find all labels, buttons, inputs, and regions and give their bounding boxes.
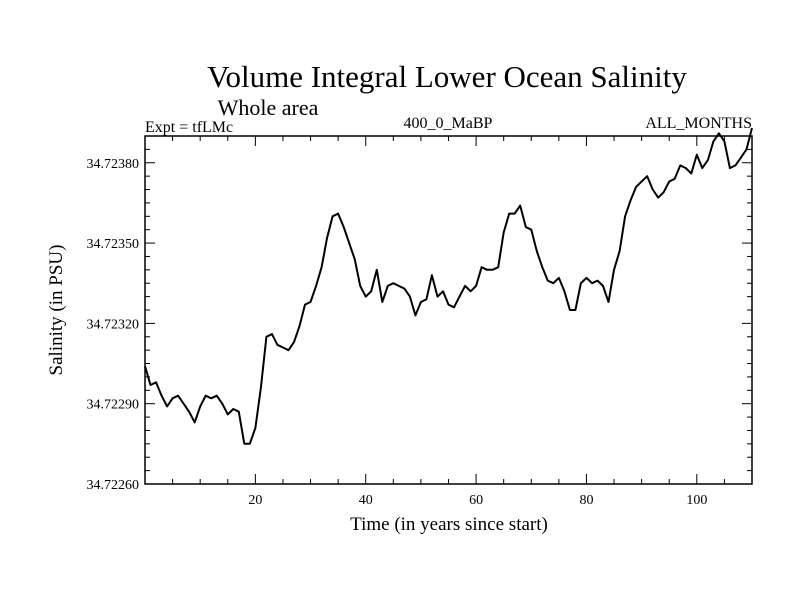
experiment-label: Expt = tfLMc <box>145 119 233 136</box>
plot-frame <box>144 135 753 485</box>
y-tick-label: 34.72320 <box>87 317 140 332</box>
period-label: 400_0_MaBP <box>404 115 493 132</box>
y-tick-label: 34.72350 <box>87 237 140 252</box>
x-tick-label: 80 <box>579 493 593 508</box>
x-tick-label: 20 <box>248 493 262 508</box>
salinity-series-line <box>144 127 753 445</box>
chart-title: Volume Integral Lower Ocean Salinity <box>207 59 687 94</box>
y-axis-label: Salinity (in PSU) <box>46 245 67 376</box>
y-tick-label: 34.72380 <box>87 157 140 172</box>
x-tick-label: 40 <box>359 493 373 508</box>
x-tick-label: 60 <box>469 493 483 508</box>
chart-subtitle: Whole area <box>218 95 319 120</box>
months-label: ALL_MONTHS <box>645 115 752 132</box>
y-tick-label: 34.72290 <box>87 398 140 413</box>
x-tick-label: 100 <box>686 493 707 508</box>
y-tick-label: 34.72260 <box>87 478 140 493</box>
x-axis-label: Time (in years since start) <box>350 514 548 535</box>
x-tick-labels: 20 40 60 80 100 <box>248 493 707 508</box>
axis-ticks <box>145 136 752 484</box>
y-tick-labels: 34.72260 34.72290 34.72320 34.72350 34.72380 <box>87 157 140 493</box>
